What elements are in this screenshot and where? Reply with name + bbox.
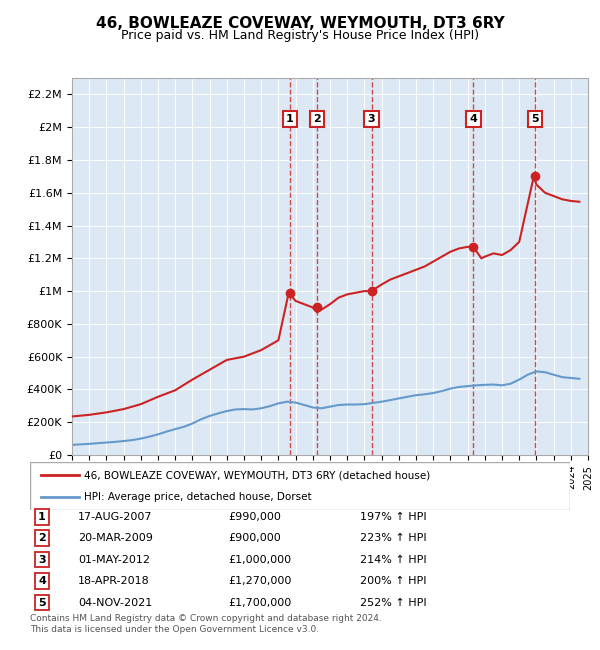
Text: 3: 3 (38, 554, 46, 565)
Text: 2: 2 (313, 114, 321, 124)
Text: 197% ↑ HPI: 197% ↑ HPI (360, 512, 427, 522)
Text: 223% ↑ HPI: 223% ↑ HPI (360, 533, 427, 543)
Text: 46, BOWLEAZE COVEWAY, WEYMOUTH, DT3 6RY: 46, BOWLEAZE COVEWAY, WEYMOUTH, DT3 6RY (95, 16, 505, 31)
Text: 1: 1 (286, 114, 294, 124)
Text: 17-AUG-2007: 17-AUG-2007 (78, 512, 152, 522)
Text: 5: 5 (531, 114, 539, 124)
Text: 18-APR-2018: 18-APR-2018 (78, 576, 150, 586)
Text: 5: 5 (38, 597, 46, 608)
Text: Price paid vs. HM Land Registry's House Price Index (HPI): Price paid vs. HM Land Registry's House … (121, 29, 479, 42)
Text: HPI: Average price, detached house, Dorset: HPI: Average price, detached house, Dors… (84, 491, 311, 502)
Text: £1,270,000: £1,270,000 (228, 576, 292, 586)
Text: Contains HM Land Registry data © Crown copyright and database right 2024.
This d: Contains HM Land Registry data © Crown c… (30, 614, 382, 634)
Text: 04-NOV-2021: 04-NOV-2021 (78, 597, 152, 608)
Text: 20-MAR-2009: 20-MAR-2009 (78, 533, 153, 543)
Text: 01-MAY-2012: 01-MAY-2012 (78, 554, 150, 565)
Text: 2: 2 (38, 533, 46, 543)
Text: £1,000,000: £1,000,000 (228, 554, 291, 565)
Text: 46, BOWLEAZE COVEWAY, WEYMOUTH, DT3 6RY (detached house): 46, BOWLEAZE COVEWAY, WEYMOUTH, DT3 6RY … (84, 470, 430, 480)
Text: 1: 1 (38, 512, 46, 522)
Text: 4: 4 (469, 114, 477, 124)
Text: 4: 4 (38, 576, 46, 586)
Text: 3: 3 (368, 114, 376, 124)
Text: £1,700,000: £1,700,000 (228, 597, 291, 608)
Text: 200% ↑ HPI: 200% ↑ HPI (360, 576, 427, 586)
Text: £900,000: £900,000 (228, 533, 281, 543)
Text: £990,000: £990,000 (228, 512, 281, 522)
Text: 214% ↑ HPI: 214% ↑ HPI (360, 554, 427, 565)
FancyBboxPatch shape (30, 462, 570, 510)
Text: 252% ↑ HPI: 252% ↑ HPI (360, 597, 427, 608)
